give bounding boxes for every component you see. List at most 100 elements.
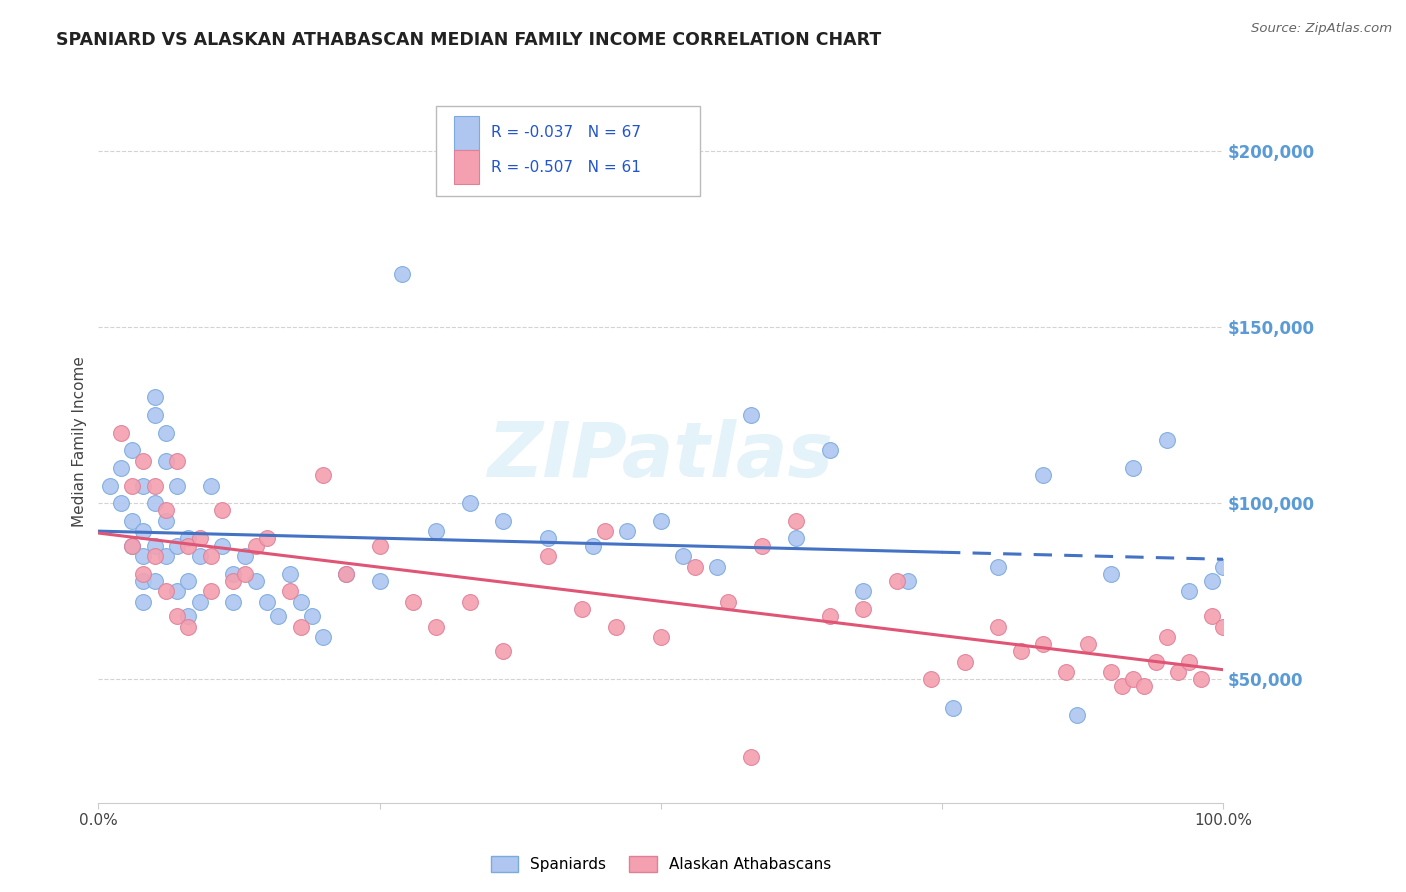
Point	[233, 566, 256, 581]
Point	[132, 595, 155, 609]
Point	[1133, 680, 1156, 694]
Point	[751, 539, 773, 553]
Text: ZIPatlas: ZIPatlas	[488, 419, 834, 493]
Point	[785, 514, 807, 528]
Point	[143, 408, 166, 422]
Point	[121, 478, 143, 492]
Point	[132, 478, 155, 492]
Point	[155, 514, 177, 528]
Point	[177, 539, 200, 553]
Point	[1032, 637, 1054, 651]
Point	[132, 566, 155, 581]
Point	[301, 609, 323, 624]
FancyBboxPatch shape	[454, 116, 478, 150]
Point	[155, 549, 177, 563]
Point	[256, 532, 278, 546]
Point	[211, 539, 233, 553]
Point	[245, 574, 267, 588]
Point	[492, 514, 515, 528]
Point	[132, 549, 155, 563]
Point	[785, 532, 807, 546]
Point	[1077, 637, 1099, 651]
Point	[211, 503, 233, 517]
Text: Source: ZipAtlas.com: Source: ZipAtlas.com	[1251, 22, 1392, 36]
Point	[1156, 630, 1178, 644]
Point	[1144, 655, 1167, 669]
Point	[278, 566, 301, 581]
FancyBboxPatch shape	[436, 105, 700, 196]
Point	[290, 595, 312, 609]
Point	[1201, 574, 1223, 588]
Point	[143, 574, 166, 588]
Point	[177, 609, 200, 624]
Point	[177, 532, 200, 546]
Point	[110, 461, 132, 475]
Point	[1099, 566, 1122, 581]
Point	[1178, 584, 1201, 599]
Point	[402, 595, 425, 609]
Point	[132, 454, 155, 468]
Point	[121, 443, 143, 458]
Point	[188, 549, 211, 563]
Point	[650, 514, 672, 528]
Text: SPANIARD VS ALASKAN ATHABASCAN MEDIAN FAMILY INCOME CORRELATION CHART: SPANIARD VS ALASKAN ATHABASCAN MEDIAN FA…	[56, 31, 882, 49]
Point	[920, 673, 942, 687]
Point	[143, 496, 166, 510]
Point	[672, 549, 695, 563]
Point	[425, 524, 447, 539]
Point	[740, 408, 762, 422]
Point	[717, 595, 740, 609]
Point	[110, 496, 132, 510]
Point	[188, 595, 211, 609]
Point	[1156, 433, 1178, 447]
Point	[166, 454, 188, 468]
FancyBboxPatch shape	[454, 151, 478, 185]
Point	[537, 549, 560, 563]
Point	[245, 539, 267, 553]
Point	[1201, 609, 1223, 624]
Point	[1212, 559, 1234, 574]
Point	[233, 549, 256, 563]
Point	[852, 602, 875, 616]
Point	[582, 539, 605, 553]
Legend: Spaniards, Alaskan Athabascans: Spaniards, Alaskan Athabascans	[485, 850, 837, 879]
Point	[121, 539, 143, 553]
Point	[335, 566, 357, 581]
Point	[143, 391, 166, 405]
Point	[1122, 461, 1144, 475]
Point	[200, 549, 222, 563]
Point	[143, 549, 166, 563]
Point	[155, 584, 177, 599]
Point	[188, 532, 211, 546]
Point	[1122, 673, 1144, 687]
Point	[121, 539, 143, 553]
Point	[166, 609, 188, 624]
Point	[391, 267, 413, 281]
Point	[492, 644, 515, 658]
Point	[312, 630, 335, 644]
Point	[706, 559, 728, 574]
Text: R = -0.037   N = 67: R = -0.037 N = 67	[491, 125, 641, 140]
Point	[312, 468, 335, 483]
Point	[740, 750, 762, 764]
Point	[1099, 665, 1122, 680]
Point	[177, 619, 200, 633]
Point	[200, 584, 222, 599]
Point	[425, 619, 447, 633]
Point	[222, 574, 245, 588]
Point	[458, 595, 481, 609]
Point	[222, 566, 245, 581]
Point	[1010, 644, 1032, 658]
Point	[143, 539, 166, 553]
Point	[1167, 665, 1189, 680]
Text: R = -0.507   N = 61: R = -0.507 N = 61	[491, 160, 641, 175]
Point	[278, 584, 301, 599]
Point	[818, 609, 841, 624]
Point	[155, 454, 177, 468]
Point	[818, 443, 841, 458]
Point	[571, 602, 593, 616]
Point	[121, 514, 143, 528]
Point	[886, 574, 908, 588]
Point	[155, 425, 177, 440]
Point	[1212, 619, 1234, 633]
